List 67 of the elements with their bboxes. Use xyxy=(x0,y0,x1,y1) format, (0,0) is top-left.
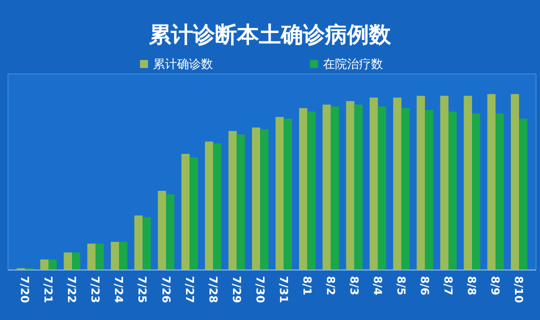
bar xyxy=(276,116,284,270)
bar xyxy=(424,110,434,270)
bar xyxy=(236,134,245,270)
bar xyxy=(330,106,340,270)
x-tick-label: 7/25 xyxy=(136,276,149,303)
bar xyxy=(393,98,402,270)
x-tick-label: 8/9 xyxy=(488,276,502,296)
bar xyxy=(252,128,260,270)
bar xyxy=(510,94,520,270)
x-tick-label: 8/3 xyxy=(348,276,361,296)
bar xyxy=(134,215,143,270)
bar xyxy=(496,113,504,270)
x-tick-label: 7/22 xyxy=(65,276,78,303)
bar xyxy=(322,104,331,270)
x-tick-label: 7/21 xyxy=(42,276,55,303)
bar xyxy=(464,96,472,270)
x-tick-label: 7/26 xyxy=(159,276,172,304)
bar xyxy=(260,129,268,270)
x-tick-label: 7/20 xyxy=(18,276,32,304)
bar xyxy=(87,244,96,270)
bar xyxy=(96,244,104,270)
legend-label: 累计确诊数 xyxy=(153,57,213,71)
bar xyxy=(166,194,174,270)
bar xyxy=(40,259,48,270)
bar xyxy=(346,101,354,270)
x-tick-label: 8/1 xyxy=(300,276,314,296)
bar xyxy=(228,131,237,270)
x-tick-label: 8/5 xyxy=(394,276,408,296)
x-tick-label: 7/23 xyxy=(88,276,102,303)
x-tick-label: 7/29 xyxy=(230,276,243,303)
bar xyxy=(416,96,425,270)
bar xyxy=(158,190,166,270)
x-tick-label: 8/8 xyxy=(465,276,478,296)
bar xyxy=(440,96,448,270)
bar xyxy=(487,94,496,270)
bar xyxy=(181,154,190,270)
bar xyxy=(472,113,480,270)
x-tick-label: 7/28 xyxy=(206,276,220,303)
x-tick-label: 8/7 xyxy=(442,276,455,296)
bar xyxy=(213,143,222,270)
bar xyxy=(48,259,57,270)
x-tick-label: 8/6 xyxy=(418,276,432,296)
bar xyxy=(401,108,410,270)
legend-label: 在院治疗数 xyxy=(323,57,383,71)
bar xyxy=(142,217,151,270)
bar xyxy=(64,252,72,270)
bar xyxy=(299,108,308,270)
x-tick-label: 8/2 xyxy=(324,276,337,296)
bar xyxy=(110,242,120,270)
bar xyxy=(370,98,378,270)
bar xyxy=(204,142,214,270)
chart-title: 累计诊断本土确诊病例数 xyxy=(148,23,392,48)
bar xyxy=(448,112,457,270)
bar xyxy=(72,252,80,270)
bar xyxy=(190,157,198,270)
x-tick-label: 7/24 xyxy=(112,276,126,304)
x-tick-label: 7/31 xyxy=(276,276,290,303)
x-tick-label: 7/27 xyxy=(182,276,196,303)
bar xyxy=(119,242,128,270)
x-tick-label: 8/10 xyxy=(512,276,526,304)
bar xyxy=(307,112,316,270)
x-tick-label: 7/30 xyxy=(253,276,266,304)
x-tick-label: 8/4 xyxy=(371,276,384,296)
bar xyxy=(354,104,363,270)
bar xyxy=(284,118,292,270)
bar xyxy=(519,118,528,270)
bar xyxy=(378,106,386,270)
